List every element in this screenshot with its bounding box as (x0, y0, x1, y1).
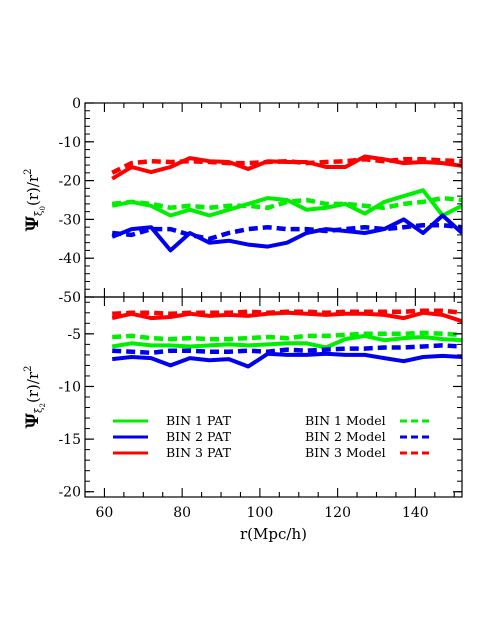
bottom-series-line-3 (111, 333, 462, 350)
x-tick-label: 80 (173, 505, 191, 521)
bottom-y-tick-label: -10 (58, 379, 81, 395)
top-y-tick-label: -30 (58, 212, 81, 228)
top-y-axis-label: Ψξ0(r)/r2 (23, 169, 47, 232)
top-y-tick-label: 0 (72, 96, 81, 112)
top-y-tick-label: -40 (58, 251, 81, 267)
x-axis-label: r(Mpc/h) (240, 525, 307, 543)
top-series-line-2 (111, 157, 462, 175)
top-series-line-5 (111, 213, 462, 253)
x-tick-label: 60 (96, 505, 114, 521)
top-y-tick-label: -10 (58, 135, 81, 151)
bottom-y-tick-label: -20 (58, 485, 81, 501)
x-tick-label: 120 (324, 505, 351, 521)
bottom-series-line-5 (111, 351, 462, 369)
bottom-y-tick-label: -15 (58, 432, 81, 448)
legend-label: BIN 3 Model (305, 445, 386, 460)
legend-label: BIN 2 Model (305, 429, 386, 444)
legend-label: BIN 3 PAT (166, 445, 232, 460)
x-tick-label: 140 (402, 505, 429, 521)
top-series-line-6 (111, 222, 462, 242)
top-panel: 0 -10 -20 -30 -40 -50 Ψξ0(r)/r2 (23, 96, 463, 306)
x-tick-label: 100 (247, 505, 274, 521)
top-series-line-1 (111, 154, 462, 181)
bottom-y-axis-label: Ψξ2(r)/r2 (23, 366, 47, 429)
top-series-group (111, 154, 462, 253)
bottom-series-line-6 (112, 343, 462, 356)
bottom-y-tick-label: -5 (67, 327, 81, 343)
bottom-plot-frame (84, 296, 463, 498)
bottom-series-line-2 (112, 308, 462, 317)
bottom-panel: -5 -10 -15 -20 60 80 100 120 140 Ψξ2(r)/r2 r(Mpc… (23, 296, 463, 543)
top-y-tick-label: -50 (58, 290, 81, 306)
bottom-ticks-group: -5 -10 -15 -20 60 80 100 120 140 (58, 297, 462, 521)
legend-label: BIN 1 Model (305, 413, 386, 428)
bottom-series-line-4 (112, 330, 462, 342)
top-series-line-4 (111, 195, 462, 211)
bottom-series-line-1 (111, 310, 462, 324)
legend-label: BIN 1 PAT (166, 413, 232, 428)
top-y-tick-label: -20 (58, 174, 81, 190)
legend-label: BIN 2 PAT (166, 429, 232, 444)
bottom-series-group (111, 308, 462, 369)
